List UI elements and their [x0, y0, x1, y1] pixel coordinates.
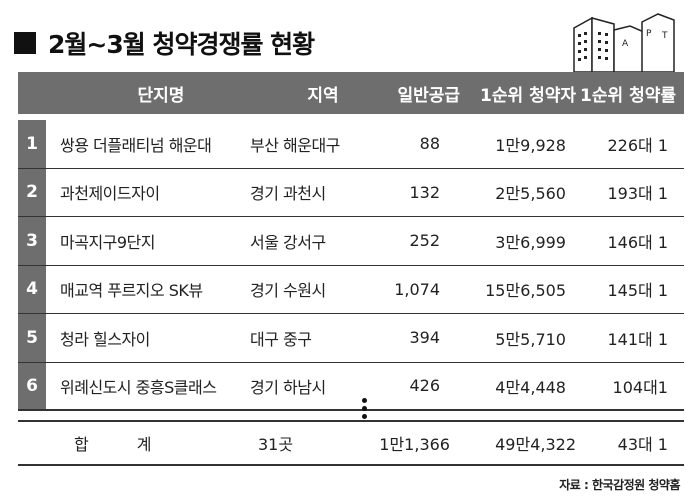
- header-first-applicants: 1순위 청약자: [480, 85, 576, 106]
- total-general-supply: 1만1,366: [379, 435, 450, 454]
- first-applicants: 1만9,928: [495, 135, 566, 155]
- competition-table: 단지명 지역 일반공급 1순위 청약자 1순위 청약률 1 쌍용 더플래티넘 해…: [18, 72, 684, 411]
- source-note: 자료 : 한국감정원 청약홈: [559, 478, 680, 492]
- general-supply: 426: [409, 376, 440, 396]
- general-supply: 394: [409, 328, 440, 348]
- first-rate: 145대 1: [607, 281, 668, 301]
- general-supply: 1,074: [394, 279, 440, 299]
- table-row: 1 쌍용 더플래티넘 해운대 부산 해운대구 88 1만9,928 226대 1: [18, 120, 684, 169]
- general-supply: 132: [409, 182, 440, 202]
- region: 경기 하남시: [250, 377, 326, 397]
- apt-letter-a: A: [622, 39, 629, 49]
- first-applicants: 15만6,505: [485, 281, 566, 301]
- row-number: 2: [18, 168, 46, 216]
- header-first-rate: 1순위 청약률: [580, 85, 676, 106]
- row-number: 6: [18, 362, 46, 409]
- general-supply: 252: [409, 231, 440, 251]
- first-applicants: 4만4,448: [495, 377, 566, 397]
- header-general: 일반공급: [397, 85, 460, 106]
- apartment-buildings-icon: A P T: [573, 13, 675, 73]
- table-row: 2 과천제이드자이 경기 과천시 132 2만5,560 193대 1: [18, 168, 684, 217]
- total-count: 31곳: [258, 435, 294, 454]
- first-rate: 104대1: [612, 377, 668, 397]
- row-number: 3: [18, 217, 46, 265]
- region: 경기 과천시: [250, 184, 326, 204]
- complex-name: 마곡지구9단지: [60, 232, 156, 252]
- apt-letter-t: T: [661, 31, 668, 41]
- complex-name: 과천제이드자이: [60, 184, 160, 204]
- general-supply: 88: [419, 134, 440, 154]
- header-region: 지역: [307, 85, 339, 106]
- first-applicants: 2만5,560: [495, 184, 566, 204]
- total-first-rate: 43대 1: [617, 435, 668, 454]
- region: 서울 강서구: [250, 232, 326, 252]
- table-header: 단지명 지역 일반공급 1순위 청약자 1순위 청약률: [18, 72, 684, 114]
- region: 부산 해운대구: [250, 135, 340, 155]
- region: 대구 중구: [250, 329, 312, 349]
- total-row: 합계 31곳 1만1,366 49만4,322 43대 1: [18, 420, 684, 466]
- table-row: 5 청라 힐스자이 대구 중구 394 5만5,710 141대 1: [18, 314, 684, 363]
- table-row: 3 마곡지구9단지 서울 강서구 252 3만6,999 146대 1: [18, 217, 684, 266]
- table-body: 1 쌍용 더플래티넘 해운대 부산 해운대구 88 1만9,928 226대 1…: [18, 120, 684, 411]
- complex-name: 쌍용 더플래티넘 해운대: [60, 135, 212, 155]
- total-label: 합계: [74, 435, 200, 454]
- first-rate: 146대 1: [607, 232, 668, 252]
- complex-name: 위례신도시 중흥S클래스: [60, 377, 217, 397]
- first-applicants: 3만6,999: [495, 232, 566, 252]
- apt-letter-p: P: [646, 29, 652, 39]
- complex-name: 매교역 푸르지오 SK뷰: [60, 281, 203, 301]
- first-rate: 226대 1: [607, 135, 668, 155]
- first-rate: 193대 1: [607, 184, 668, 204]
- title-block: 2월~3월 청약경쟁률 현황: [14, 26, 315, 60]
- row-number: 5: [18, 314, 46, 362]
- table-row: 6 위례신도시 중흥S클래스 경기 하남시 426 4만4,448 104대1: [18, 362, 684, 411]
- title-square-icon: [14, 32, 36, 54]
- page-title: 2월~3월 청약경쟁률 현황: [48, 30, 315, 59]
- ellipsis-icon: [359, 398, 369, 420]
- first-rate: 141대 1: [607, 329, 668, 349]
- row-number: 1: [18, 120, 46, 168]
- region: 경기 수원시: [250, 281, 326, 301]
- total-first-applicants: 49만4,322: [495, 435, 576, 454]
- table-row: 4 매교역 푸르지오 SK뷰 경기 수원시 1,074 15만6,505 145…: [18, 265, 684, 314]
- row-number: 4: [18, 265, 46, 313]
- first-applicants: 5만5,710: [495, 329, 566, 349]
- header-name: 단지명: [137, 85, 185, 106]
- complex-name: 청라 힐스자이: [60, 329, 150, 349]
